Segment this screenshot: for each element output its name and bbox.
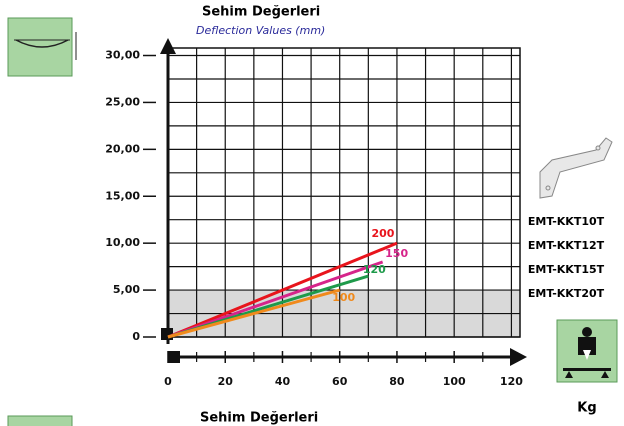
series-label: 100 (332, 291, 355, 304)
series-label: 200 (371, 227, 394, 240)
y-tick-label: 15,00 (105, 189, 140, 202)
product-image (539, 137, 613, 199)
beam-icon (7, 415, 73, 426)
beam-icon (7, 17, 77, 77)
y-tick-label: 0 (132, 330, 140, 343)
x-tick-label: 20 (218, 375, 234, 388)
series-label: 120 (363, 263, 386, 276)
product-code: EMT-KKT20T (528, 287, 605, 300)
x-axis-label: Kg (577, 401, 596, 416)
x-tick-label: 120 (500, 375, 523, 388)
series-line (167, 241, 398, 339)
x-tick-label: 100 (443, 375, 466, 388)
series-line (167, 260, 384, 339)
product-code: EMT-KKT12T (528, 239, 605, 252)
y-tick-label: 10,00 (105, 236, 140, 249)
y-tick-label: 25,00 (105, 95, 140, 108)
product-code: EMT-KKT15T (528, 263, 605, 276)
series-label: 150 (385, 247, 408, 260)
y-tick-label: 5,00 (113, 283, 140, 296)
x-tick-label: 80 (389, 375, 405, 388)
series-line (167, 288, 341, 339)
origin-marker (161, 328, 173, 340)
load-icon (556, 319, 618, 383)
y-tick-label: 20,00 (105, 142, 140, 155)
x-tick-label: 40 (275, 375, 291, 388)
y-axis-arrow (160, 38, 176, 54)
next-section-title: Sehim Değerleri (200, 411, 318, 426)
y-tick-label: 30,00 (105, 49, 140, 62)
product-list: EMT-KKT10T EMT-KKT12T EMT-KKT15T EMT-KKT20T (528, 215, 605, 300)
product-code: EMT-KKT10T (528, 215, 605, 228)
chart-subtitle: Deflection Values (mm) (196, 24, 325, 37)
x-axis-arrow (510, 348, 527, 366)
origin-marker (168, 351, 180, 363)
chart-title: Sehim Değerleri (202, 5, 320, 20)
x-tick-label: 0 (164, 375, 172, 388)
x-tick-label: 60 (332, 375, 348, 388)
